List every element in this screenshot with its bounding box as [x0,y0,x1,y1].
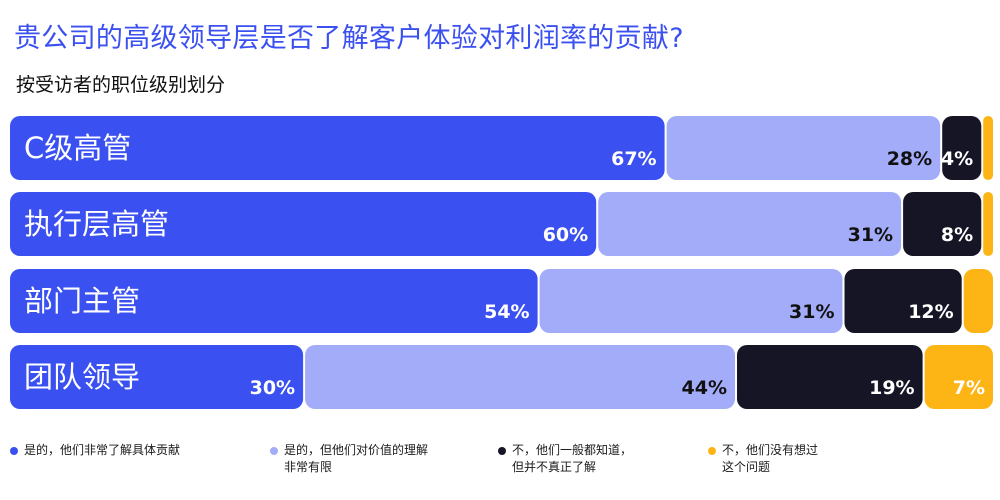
bar-segment [983,192,993,256]
data-label: 8% [941,224,973,246]
bar-segment [598,192,902,256]
data-label: 31% [848,224,893,246]
bar-segment [983,116,993,180]
data-label: 54% [484,301,529,323]
bar-segment [666,116,941,180]
bar-segment [963,269,993,333]
category-label: 执行层高管 [24,207,169,241]
data-label: 60% [543,224,588,246]
legend-label: 不，他们一般都知道， 但并不真正了解 [512,443,633,474]
bar-segment [737,345,923,409]
bar-segment [942,116,982,180]
chart-title: 贵公司的高级领导层是否了解客户体验对利润率的贡献? [14,23,684,54]
bar-segment [10,345,304,409]
bar-segment [924,345,993,409]
bar-segment [539,269,843,333]
legend-item-never-thought: 不，他们没有想过 这个问题 [708,442,888,476]
bar-segment [10,116,665,180]
legend-label: 是的，但他们对价值的理解 非常有限 [284,443,429,474]
bar-segment [305,345,735,409]
data-label: 30% [250,377,295,399]
legend-swatch [10,447,18,455]
category-label: C级高管 [24,131,131,165]
data-label: 31% [789,301,834,323]
category-label: 团队领导 [24,360,140,394]
legend-item-limited-understanding: 是的，但他们对价值的理解 非常有限 [270,442,470,476]
legend-swatch [498,447,506,455]
bar-segment [10,192,597,256]
legend-item-know-not-understand: 不，他们一般都知道， 但并不真正了解 [498,442,688,476]
data-label: 4% [941,148,973,170]
legend-label: 是的，他们非常了解具体贡献 [24,443,181,457]
legend-label: 不，他们没有想过 这个问题 [722,443,819,474]
data-label: 67% [611,148,656,170]
bar-segment [10,269,538,333]
data-label: 19% [869,377,914,399]
data-label: 12% [908,301,953,323]
legend-swatch [708,447,716,455]
legend-swatch [270,447,278,455]
bar-segment [844,269,962,333]
bar-segment [903,192,982,256]
data-label: 28% [887,148,932,170]
legend-item-understand-specific: 是的，他们非常了解具体贡献 [10,442,260,459]
data-label: 44% [682,377,727,399]
chart-subtitle: 按受访者的职位级别划分 [16,74,226,96]
category-label: 部门主管 [24,284,140,318]
data-label: 7% [953,377,985,399]
